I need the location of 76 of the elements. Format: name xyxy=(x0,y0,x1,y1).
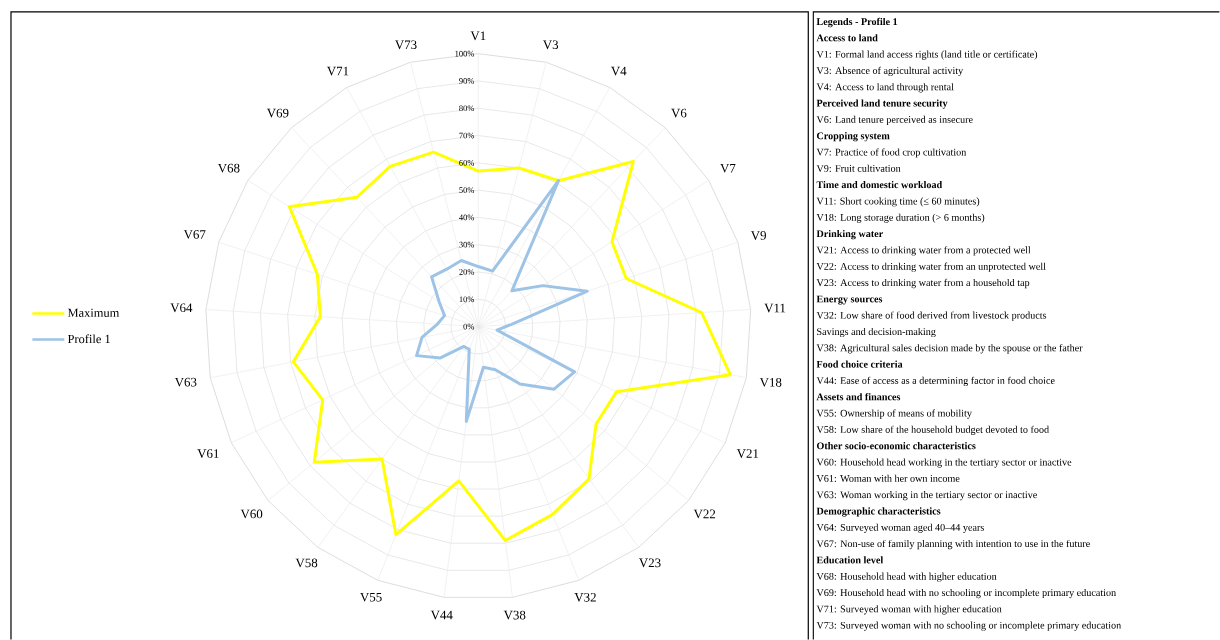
spoke-label: V1 xyxy=(470,31,486,41)
text: V61: Woman with her own income xyxy=(816,474,960,482)
spoke-label: V38 xyxy=(503,610,526,620)
y-tick-label: 0% xyxy=(463,323,475,330)
spoke-label: V68 xyxy=(217,163,240,173)
text: Energy sources xyxy=(816,295,883,305)
spoke-label: V60 xyxy=(240,509,263,519)
text: Time and domestic workload xyxy=(816,180,943,189)
text: Demographic characteristics xyxy=(816,507,941,517)
spoke-label: V7 xyxy=(720,163,736,173)
legend-label: Maximum xyxy=(67,308,120,317)
y-tick-label: 90% xyxy=(459,77,475,84)
spoke-label: V3 xyxy=(542,40,559,50)
text: V6: Land tenure perceived as insecure xyxy=(816,115,973,125)
text: V69: Household head with no schooling or incomplete primary education xyxy=(816,588,1116,599)
text: V7: Practice of food crop cultivation xyxy=(816,148,967,158)
text: V21: Access to drinking water from a protected well xyxy=(816,246,1031,256)
spoke-label: V32 xyxy=(574,592,596,602)
text: Savings and decision-making xyxy=(817,327,936,337)
spoke-label: V4 xyxy=(611,66,627,76)
text: V44: Ease of access as a determining factor in food choice xyxy=(816,376,1055,386)
text: V73: Surveyed woman with no schooling or incomplete primary education xyxy=(816,621,1122,631)
spoke-label: V73 xyxy=(394,40,417,50)
y-tick-label: 100% xyxy=(455,50,475,57)
text: V55: Ownership of means of mobility xyxy=(816,409,972,419)
text: V9: Fruit cultivation xyxy=(816,164,901,172)
y-tick-label: 60% xyxy=(459,159,475,166)
y-tick-label: 40% xyxy=(459,214,475,221)
text: Food choice criteria xyxy=(816,360,903,368)
y-tick-label: 10% xyxy=(459,296,475,303)
spoke-label: V71 xyxy=(326,66,349,76)
spoke-label: V63 xyxy=(174,377,197,387)
text: Legends - Profile 1 xyxy=(816,17,898,28)
spoke-label: V6 xyxy=(671,108,687,118)
text: V32: Low share of food derived from livestock products xyxy=(816,311,1047,321)
text: Education level xyxy=(816,556,884,564)
text: V11: Short cooking time (≤ 60 minutes) xyxy=(816,197,980,207)
text: Cropping system xyxy=(816,132,890,142)
spoke-label: V69 xyxy=(266,108,289,118)
spoke-label: V9 xyxy=(750,231,766,240)
y-tick-label: 30% xyxy=(459,241,475,248)
spoke-label: V18 xyxy=(759,377,782,387)
y-tick-label: 50% xyxy=(459,187,475,193)
spoke-label: V67 xyxy=(183,229,206,239)
spoke-label: V61 xyxy=(197,449,219,458)
spoke-label: V21 xyxy=(736,449,759,458)
text: V67: Non-use of family planning with intention to use in the future xyxy=(816,539,1090,550)
text: V22: Access to drinking water from an unprotected well xyxy=(816,262,1046,272)
y-tick-label: 20% xyxy=(459,269,475,275)
y-tick-label: 70% xyxy=(459,132,475,139)
spoke-label: V58 xyxy=(295,558,318,568)
text: V71: Surveyed woman with higher education xyxy=(816,605,1002,615)
text: V58: Low share of the household budget devoted to food xyxy=(816,425,1049,435)
text: V3: Absence of agricultural activity xyxy=(816,66,964,76)
text: V64: Surveyed woman aged 40–44 years xyxy=(816,523,984,533)
text: Perceived land tenure security xyxy=(816,99,948,109)
text: V60: Household head working in the tertiary sector or inactive xyxy=(816,458,1072,468)
text: Assets and finances xyxy=(816,392,901,401)
spoke-label: V22 xyxy=(693,509,716,519)
spoke-label: V11 xyxy=(764,303,786,313)
text: V18: Long storage duration (> 6 months) xyxy=(816,213,985,223)
text: V1: Formal land access rights (land title or certificate) xyxy=(816,50,1038,60)
spoke-label: V64 xyxy=(170,303,193,313)
text: Access to land xyxy=(816,34,878,42)
text: V23: Access to drinking water from a household tap xyxy=(816,278,1030,289)
text: Other socio-economic characteristics xyxy=(816,441,976,450)
spoke-label: V23 xyxy=(638,558,661,568)
text: V63: Woman working in the tertiary sector or inactive xyxy=(816,490,1037,501)
text: V4: Access to land through rental xyxy=(816,83,954,93)
text: Drinking water xyxy=(816,229,883,240)
text: V38: Agricultural sales decision made by the spouse or the father xyxy=(816,343,1083,354)
legend-label: Profile 1 xyxy=(67,334,110,344)
y-tick-label: 80% xyxy=(459,105,475,111)
spoke-label: V44 xyxy=(430,610,453,620)
text: V68: Household head with higher education xyxy=(816,572,997,582)
spoke-label: V55 xyxy=(360,592,382,602)
